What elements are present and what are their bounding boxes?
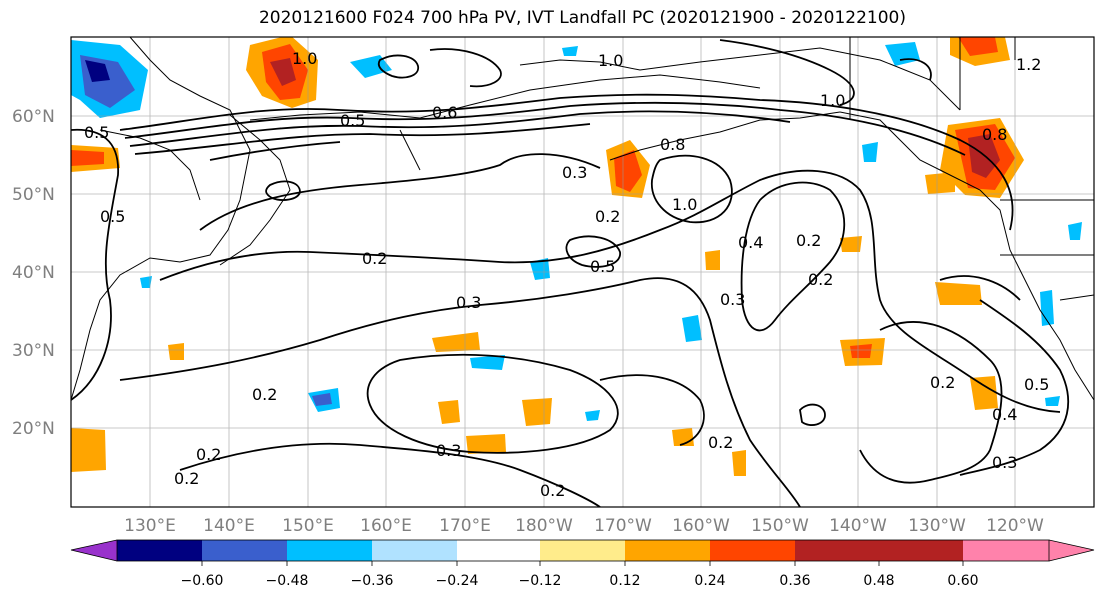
contour-label: 0.4 bbox=[992, 405, 1017, 424]
contour-label: 0.5 bbox=[590, 257, 615, 276]
contour-label: 0.5 bbox=[1024, 375, 1049, 394]
lat-label-30n: 30°N bbox=[12, 341, 55, 361]
lon-label-120w: 120°W bbox=[986, 516, 1044, 536]
colorbar-tick: −0.12 bbox=[519, 573, 562, 589]
lon-label-170e: 170°E bbox=[439, 516, 491, 536]
lat-label-60n: 60°N bbox=[12, 107, 55, 127]
colorbar-segment bbox=[202, 540, 287, 561]
colorbar: −0.60 −0.48 −0.36 −0.24 −0.12 0.12 0.24 … bbox=[70, 539, 1095, 589]
colorbar-tick: −0.60 bbox=[181, 573, 224, 589]
lon-label-150w: 150°W bbox=[751, 516, 809, 536]
colorbar-segment bbox=[372, 540, 457, 561]
lat-label-20n: 20°N bbox=[12, 419, 55, 439]
contour-label: 0.4 bbox=[738, 233, 763, 252]
lon-label-170w: 170°W bbox=[594, 516, 652, 536]
contour-label: 0.3 bbox=[562, 163, 587, 182]
contour-label: 0.3 bbox=[720, 290, 745, 309]
contour-label: 0.2 bbox=[362, 249, 387, 268]
lon-label-140e: 140°E bbox=[203, 516, 255, 536]
contour-label: 0.2 bbox=[196, 445, 221, 464]
shaded-anomalies bbox=[71, 37, 1082, 476]
lon-label-140w: 140°W bbox=[829, 516, 887, 536]
colorbar-segment bbox=[795, 540, 879, 561]
colorbar-segment bbox=[457, 540, 540, 561]
lon-label-160e: 160°E bbox=[360, 516, 412, 536]
contour-label: 0.3 bbox=[992, 453, 1017, 472]
map-frame bbox=[70, 36, 1095, 508]
colorbar-segment bbox=[287, 540, 372, 561]
coastlines bbox=[71, 37, 1094, 401]
contour-label: 0.5 bbox=[100, 207, 125, 226]
contour-label: 1.0 bbox=[820, 91, 845, 110]
colorbar-tick: 0.48 bbox=[863, 573, 894, 589]
contour-label: 0.8 bbox=[982, 125, 1007, 144]
colorbar-extend-low bbox=[71, 540, 117, 561]
latitude-labels: 60°N 50°N 40°N 30°N 20°N bbox=[12, 107, 55, 439]
longitude-labels: 130°E 140°E 150°E 160°E 170°E 180°W 170°… bbox=[124, 516, 1044, 536]
lon-label-130w: 130°W bbox=[908, 516, 966, 536]
colorbar-tick: −0.24 bbox=[436, 573, 479, 589]
colorbar-segment bbox=[540, 540, 625, 561]
colorbar-tick: −0.36 bbox=[351, 573, 394, 589]
contour-label: 1.0 bbox=[672, 195, 697, 214]
colorbar-tick: 0.12 bbox=[609, 573, 640, 589]
contour-label: 0.2 bbox=[796, 231, 821, 250]
map-title: 2020121600 F024 700 hPa PV, IVT Landfall… bbox=[258, 8, 906, 28]
contour-label: 0.2 bbox=[252, 385, 277, 404]
contour-label: 1.0 bbox=[598, 51, 623, 70]
lat-label-40n: 40°N bbox=[12, 263, 55, 283]
lon-label-180w: 180°W bbox=[515, 516, 573, 536]
contour-label: 1.0 bbox=[292, 49, 317, 68]
colorbar-segment bbox=[117, 540, 202, 561]
contour-label: 0.5 bbox=[340, 111, 365, 130]
contour-label: 0.8 bbox=[660, 135, 685, 154]
contour-label: 0.2 bbox=[540, 481, 565, 500]
colorbar-extend-high bbox=[963, 540, 1094, 561]
contour-label: 0.2 bbox=[708, 433, 733, 452]
contour-label: 0.6 bbox=[432, 103, 457, 122]
colorbar-tick: 0.24 bbox=[694, 573, 725, 589]
contour-label: 0.5 bbox=[84, 123, 109, 142]
colorbar-tick: −0.48 bbox=[266, 573, 309, 589]
contour-label: 0.2 bbox=[174, 469, 199, 488]
colorbar-segment bbox=[625, 540, 710, 561]
colorbar-segment bbox=[710, 540, 795, 561]
contour-label: 0.2 bbox=[808, 270, 833, 289]
contour-labels: 1.0 1.0 1.0 0.5 0.6 0.5 0.5 0.3 0.2 1.0 … bbox=[84, 49, 1049, 500]
contour-label: 0.3 bbox=[456, 293, 481, 312]
lat-label-50n: 50°N bbox=[12, 185, 55, 205]
contour-label: 0.3 bbox=[436, 441, 461, 460]
colorbar-segment bbox=[879, 540, 963, 561]
lon-label-150e: 150°E bbox=[282, 516, 334, 536]
colorbar-tick: 0.36 bbox=[779, 573, 810, 589]
contour-label: 0.2 bbox=[930, 373, 955, 392]
contour-label: 1.2 bbox=[1016, 55, 1041, 74]
lon-label-160w: 160°W bbox=[672, 516, 730, 536]
pv-contours bbox=[71, 39, 1070, 507]
colorbar-tick: 0.60 bbox=[947, 573, 978, 589]
contour-label: 0.2 bbox=[595, 207, 620, 226]
lon-label-130e: 130°E bbox=[124, 516, 176, 536]
